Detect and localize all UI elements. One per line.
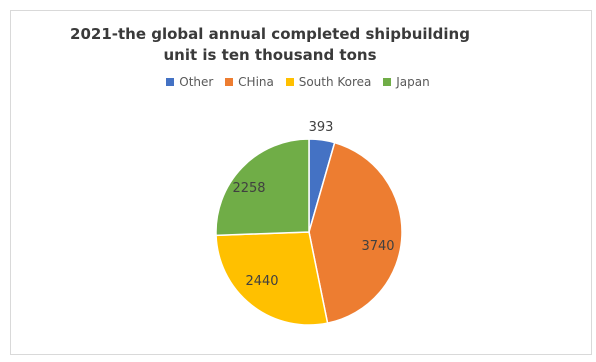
legend-label-south-korea: South Korea [298,75,372,89]
legend-item-japan: Japan [383,75,430,89]
chart-title-line-2: unit is ten thousand tons [163,46,377,64]
legend-label-japan: Japan [396,75,430,89]
legend-label-china: CHina [238,75,274,89]
data-label-other: 393 [309,120,334,135]
data-label-china: 3740 [361,239,394,254]
pie-slice-south-korea [215,231,329,326]
legend-swatch-other [166,78,175,86]
legend-swatch-south-korea [285,78,294,86]
legend-swatch-china [225,78,234,86]
chart-title-line-1: 2021-the global annual completed shipbui… [70,25,470,43]
pie-slice-japan [215,138,310,237]
legend-label-other: Other [179,75,214,89]
legend-item-other: Other [166,75,213,89]
data-label-south-korea: 2440 [245,274,278,289]
pie-slice-china [308,141,403,325]
legend-item-china: CHina [225,75,274,89]
legend-swatch-japan [383,78,392,86]
chart-title: 2021-the global annual completed shipbui… [0,24,540,66]
legend-item-south-korea: South Korea [285,75,372,89]
data-label-japan: 2258 [232,181,265,196]
chart-legend: Other CHina South Korea Japan [0,75,596,89]
